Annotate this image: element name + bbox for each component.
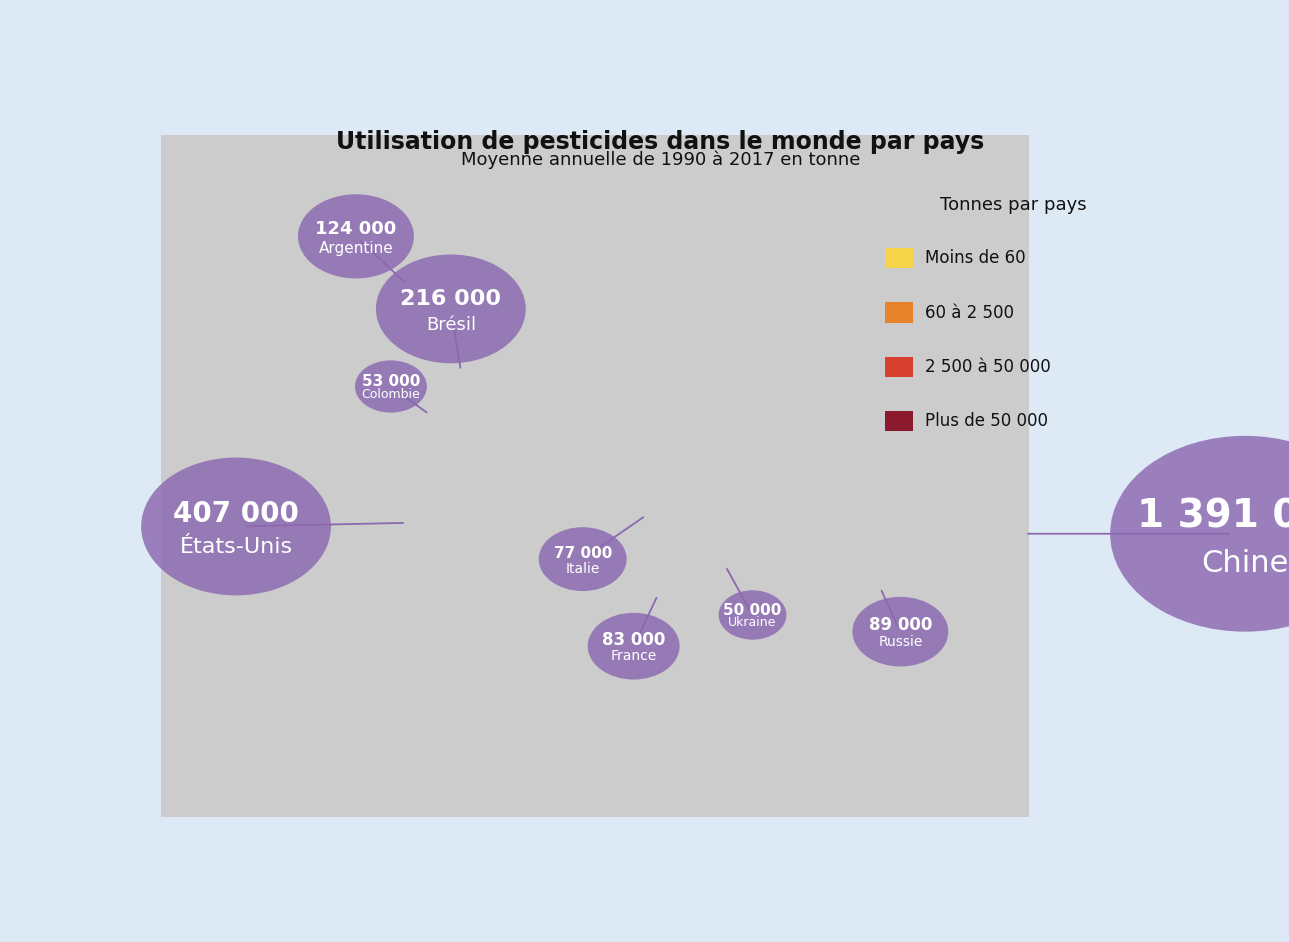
- Text: Colombie: Colombie: [361, 388, 420, 401]
- Circle shape: [298, 194, 414, 279]
- Text: Chine: Chine: [1201, 548, 1289, 577]
- Text: 2 500 à 50 000: 2 500 à 50 000: [926, 358, 1051, 376]
- FancyBboxPatch shape: [886, 302, 914, 323]
- Circle shape: [588, 613, 679, 679]
- Circle shape: [539, 528, 626, 591]
- Text: 50 000: 50 000: [723, 603, 781, 618]
- Bar: [161, 135, 1030, 817]
- Text: Tonnes par pays: Tonnes par pays: [941, 197, 1087, 215]
- FancyBboxPatch shape: [886, 357, 914, 377]
- Text: 60 à 2 500: 60 à 2 500: [926, 303, 1014, 321]
- Text: 216 000: 216 000: [401, 289, 501, 309]
- Circle shape: [852, 597, 949, 667]
- Text: 89 000: 89 000: [869, 616, 932, 634]
- Text: 124 000: 124 000: [316, 219, 397, 237]
- FancyBboxPatch shape: [886, 411, 914, 431]
- Circle shape: [354, 361, 427, 413]
- Text: Moyenne annuelle de 1990 à 2017 en tonne: Moyenne annuelle de 1990 à 2017 en tonne: [461, 151, 860, 170]
- Circle shape: [376, 254, 526, 364]
- Text: Italie: Italie: [566, 561, 599, 576]
- Text: États-Unis: États-Unis: [179, 537, 293, 557]
- Text: Plus de 50 000: Plus de 50 000: [926, 413, 1048, 430]
- Text: Argentine: Argentine: [318, 241, 393, 256]
- Text: 1 391 000: 1 391 000: [1137, 497, 1289, 535]
- Circle shape: [718, 591, 786, 640]
- FancyBboxPatch shape: [886, 248, 914, 268]
- Text: Utilisation de pesticides dans le monde par pays: Utilisation de pesticides dans le monde …: [336, 130, 985, 154]
- Text: France: France: [611, 649, 657, 663]
- Text: 83 000: 83 000: [602, 631, 665, 649]
- Circle shape: [142, 458, 331, 595]
- Text: Ukraine: Ukraine: [728, 616, 777, 629]
- Text: 53 000: 53 000: [362, 374, 420, 389]
- Text: Brésil: Brésil: [425, 317, 476, 334]
- Text: Russie: Russie: [878, 635, 923, 649]
- Text: 407 000: 407 000: [173, 500, 299, 528]
- Text: Moins de 60: Moins de 60: [926, 249, 1026, 268]
- Text: 77 000: 77 000: [553, 545, 612, 560]
- Circle shape: [1110, 436, 1289, 632]
